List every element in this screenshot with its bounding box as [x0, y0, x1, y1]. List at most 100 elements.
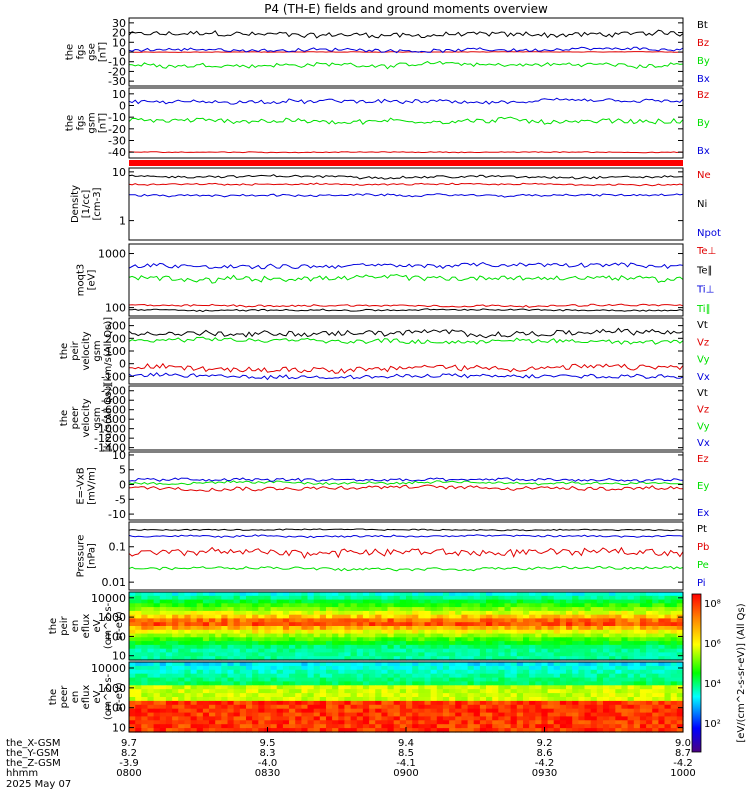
spectrogram-cell: [479, 724, 487, 729]
legend-label: Bz: [697, 38, 709, 49]
spectrogram-cell: [473, 712, 481, 718]
spectrogram-cell: [209, 693, 216, 698]
spectrogram-cell: [227, 633, 235, 638]
spectrogram-cell: [202, 614, 210, 620]
spectrogram-cell: [633, 599, 641, 604]
spectrogram-cell: [664, 603, 672, 608]
spectrogram-cell: [258, 644, 266, 650]
spectrogram-cell: [301, 599, 309, 604]
spectrogram-cell: [615, 708, 623, 714]
x-row-value: 0900: [393, 768, 418, 779]
spectrogram-cell: [603, 633, 610, 638]
spectrogram-cell: [498, 641, 506, 646]
spectrogram-cell: [467, 652, 475, 657]
spectrogram-cell: [196, 728, 204, 733]
spectrogram-cell: [141, 599, 149, 604]
spectrogram-cell: [184, 712, 192, 718]
spectrogram-cell: [572, 603, 579, 608]
spectrogram-cell: [313, 728, 321, 733]
spectrogram-cell: [276, 614, 284, 620]
spectrogram-cell: [332, 704, 339, 710]
spectrogram-cell: [221, 728, 229, 733]
spectrogram-cell: [596, 637, 604, 642]
spectrogram-cell: [282, 595, 290, 601]
spectrogram-cell: [190, 662, 198, 667]
spectrogram-cell: [516, 595, 524, 601]
spectrogram-cell: [412, 603, 419, 608]
spectrogram-cell: [535, 618, 543, 623]
spectrogram-cell: [559, 644, 567, 650]
spectrogram-cell: [332, 662, 339, 667]
spectrogram-cell: [510, 681, 518, 686]
spectrogram-cell: [442, 644, 450, 650]
spectrogram-cell: [326, 673, 333, 679]
spectrogram-cell: [596, 673, 604, 679]
spectrogram-cell: [621, 720, 629, 725]
spectrogram-cell: [412, 665, 419, 671]
spectrogram-cell: [399, 652, 407, 657]
spectrogram-cell: [282, 641, 290, 646]
spectrogram-cell: [381, 656, 389, 661]
spectrogram-cell: [424, 641, 432, 646]
spectrogram-cell: [639, 622, 647, 627]
spectrogram-cell: [246, 693, 253, 698]
spectrogram-cell: [172, 652, 179, 657]
spectrogram-cell: [276, 669, 284, 675]
spectrogram-cell: [338, 712, 346, 718]
spectrogram-cell: [172, 728, 179, 733]
spectrogram-cell: [227, 716, 235, 721]
spectrogram-cell: [202, 712, 210, 718]
spectrogram-cell: [418, 712, 426, 718]
spectrogram-cell: [326, 700, 333, 706]
spectrogram-cell: [135, 599, 142, 604]
spectrogram-cell: [184, 614, 192, 620]
spectrogram-cell: [135, 614, 142, 620]
spectrogram-cell: [424, 700, 432, 706]
spectrogram-cell: [159, 618, 167, 623]
spectrogram-cell: [301, 689, 309, 694]
spectrogram-cell: [627, 618, 635, 623]
spectrogram-cell: [529, 618, 536, 623]
spectrogram-cell: [135, 716, 142, 721]
spectrogram-cell: [190, 700, 198, 706]
spectrogram-cell: [172, 677, 179, 683]
spectrogram-cell: [639, 685, 647, 690]
spectrogram-cell: [375, 633, 382, 638]
series-line: [128, 484, 684, 492]
y-tick-label: 10: [112, 88, 126, 101]
spectrogram-cell: [129, 669, 136, 675]
spectrogram-cell: [523, 697, 530, 702]
spectrogram-cell: [566, 607, 573, 612]
spectrogram-cell: [424, 689, 432, 694]
spectrogram-cell: [332, 618, 339, 623]
spectrogram-cell: [295, 677, 302, 683]
spectrogram-cell: [449, 724, 456, 729]
spectrogram-cell: [442, 728, 450, 733]
spectrogram-cell: [676, 704, 684, 710]
spectrogram-cell: [295, 665, 302, 671]
spectrogram-cell: [430, 728, 438, 733]
spectrogram-cell: [129, 673, 136, 679]
y-tick-label: -30: [108, 135, 126, 148]
spectrogram-cell: [387, 603, 395, 608]
spectrogram-cell: [313, 610, 321, 616]
spectrogram-cell: [584, 652, 592, 657]
spectrogram-cell: [264, 592, 272, 597]
x-row-value: 9.7: [121, 738, 137, 749]
spectrogram-cell: [584, 626, 592, 631]
spectrogram-cell: [233, 592, 241, 597]
series-line: [128, 46, 684, 54]
series-line: [128, 362, 684, 374]
spectrogram-cell: [664, 610, 672, 616]
spectrogram-cell: [369, 626, 376, 631]
spectrogram-cell: [147, 720, 155, 725]
spectrogram-cell: [196, 652, 204, 657]
spectrogram-cell: [615, 629, 623, 635]
spectrogram-cell: [559, 712, 567, 718]
spectrogram-cell: [461, 708, 469, 714]
spectrogram-cell: [172, 633, 179, 638]
spectrogram-cell: [246, 724, 253, 729]
spectrogram-cell: [492, 633, 499, 638]
spectrogram-cell: [332, 595, 339, 601]
spectrogram-cell: [295, 693, 302, 698]
